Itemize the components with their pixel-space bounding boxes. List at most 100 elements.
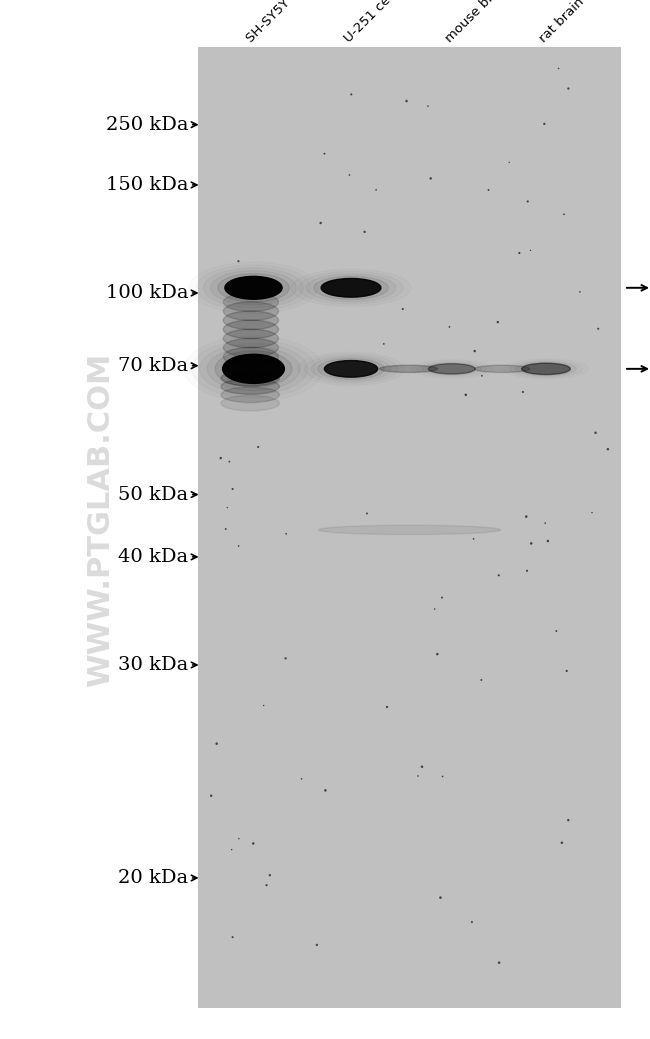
- Ellipse shape: [224, 293, 279, 312]
- Point: [517, 383, 528, 400]
- Point: [227, 481, 238, 498]
- Point: [432, 646, 443, 663]
- Ellipse shape: [225, 276, 282, 299]
- Point: [224, 453, 235, 470]
- Ellipse shape: [221, 378, 280, 395]
- Point: [280, 650, 291, 667]
- Point: [248, 835, 259, 852]
- Point: [476, 368, 487, 384]
- Point: [222, 500, 233, 516]
- Point: [444, 319, 454, 336]
- Point: [469, 343, 480, 359]
- Ellipse shape: [321, 278, 381, 297]
- Point: [398, 300, 408, 317]
- Point: [504, 154, 514, 170]
- Point: [521, 508, 532, 525]
- Point: [211, 736, 222, 752]
- Point: [413, 768, 423, 784]
- Point: [312, 936, 322, 953]
- Point: [494, 955, 504, 971]
- Point: [378, 336, 389, 352]
- Point: [426, 170, 436, 187]
- Ellipse shape: [324, 361, 378, 377]
- Point: [484, 182, 494, 198]
- Point: [553, 60, 564, 77]
- Point: [539, 115, 549, 132]
- Point: [319, 145, 330, 162]
- Text: 70 kDa: 70 kDa: [118, 356, 188, 375]
- Point: [562, 663, 572, 680]
- Ellipse shape: [318, 358, 384, 379]
- Point: [437, 589, 447, 606]
- Point: [468, 531, 478, 548]
- Ellipse shape: [224, 356, 279, 375]
- Ellipse shape: [521, 363, 571, 375]
- Point: [525, 242, 536, 259]
- Point: [551, 622, 562, 639]
- Ellipse shape: [224, 347, 279, 366]
- Text: 50 kDa: 50 kDa: [118, 485, 188, 504]
- Point: [522, 562, 532, 579]
- Text: WWW.PTGLAB.COM: WWW.PTGLAB.COM: [86, 352, 115, 687]
- Point: [593, 320, 603, 337]
- Point: [587, 504, 597, 521]
- Text: 250 kDa: 250 kDa: [106, 115, 188, 134]
- Point: [233, 538, 244, 555]
- Point: [253, 438, 263, 455]
- Text: 30 kDa: 30 kDa: [118, 656, 188, 674]
- Text: 20 kDa: 20 kDa: [118, 869, 188, 887]
- Point: [220, 521, 231, 537]
- Text: SH-SY5Y cell: SH-SY5Y cell: [244, 0, 313, 45]
- Point: [590, 425, 601, 442]
- Point: [233, 830, 244, 847]
- Point: [563, 80, 573, 97]
- Point: [402, 92, 412, 109]
- Point: [216, 450, 226, 467]
- Point: [417, 758, 427, 775]
- Point: [575, 284, 585, 300]
- Point: [320, 782, 331, 799]
- Point: [422, 98, 433, 114]
- Point: [296, 771, 307, 788]
- Point: [543, 533, 553, 550]
- Ellipse shape: [428, 364, 475, 374]
- Point: [540, 514, 551, 531]
- Point: [523, 193, 533, 210]
- Bar: [198, 47, 621, 1008]
- Point: [563, 811, 573, 828]
- Point: [493, 314, 503, 330]
- Point: [281, 526, 291, 542]
- Ellipse shape: [224, 339, 279, 357]
- Point: [233, 252, 244, 269]
- Text: 150 kDa: 150 kDa: [106, 176, 188, 194]
- Text: mouse brain: mouse brain: [443, 0, 511, 45]
- Point: [359, 223, 370, 240]
- Ellipse shape: [224, 311, 279, 329]
- Point: [261, 877, 272, 894]
- Ellipse shape: [218, 273, 289, 302]
- Point: [227, 929, 238, 945]
- Point: [493, 567, 504, 584]
- Point: [603, 441, 613, 457]
- Point: [467, 913, 477, 930]
- Point: [362, 505, 372, 522]
- Point: [461, 387, 471, 403]
- Ellipse shape: [221, 387, 280, 403]
- Point: [556, 834, 567, 851]
- Point: [344, 166, 355, 183]
- Point: [437, 768, 448, 784]
- Point: [206, 788, 216, 804]
- Text: 40 kDa: 40 kDa: [118, 548, 188, 566]
- Point: [436, 889, 446, 906]
- Ellipse shape: [224, 320, 279, 339]
- Ellipse shape: [222, 354, 285, 383]
- Point: [315, 215, 326, 232]
- Ellipse shape: [474, 366, 530, 372]
- Point: [259, 697, 269, 714]
- Ellipse shape: [313, 276, 389, 299]
- Point: [382, 698, 392, 715]
- Ellipse shape: [221, 396, 280, 411]
- Text: 100 kDa: 100 kDa: [106, 284, 188, 302]
- Ellipse shape: [318, 526, 500, 534]
- Ellipse shape: [221, 370, 280, 387]
